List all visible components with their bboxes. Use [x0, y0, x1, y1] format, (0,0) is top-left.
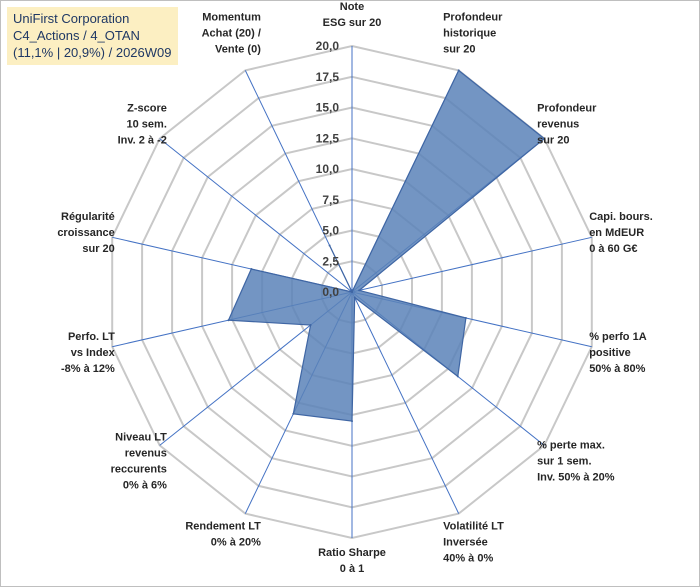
tick-label-6: 15,0 — [316, 101, 340, 115]
axis-labels: Note ESG sur 20 Profondeur historique sur 20… — [57, 1, 652, 575]
data-point-13 — [328, 244, 331, 247]
company-name: UniFirst Corporation — [13, 11, 130, 26]
data-point-12 — [351, 291, 353, 293]
axis-label-4: % perfo 1A positive 50% à 80% — [589, 331, 647, 375]
data-point-6 — [353, 296, 356, 299]
axis-label-6: Volatilité LT Inversée 40% à 0% — [443, 520, 504, 564]
tick-label-2: 5,0 — [322, 224, 339, 238]
data-point-9 — [309, 324, 312, 326]
axis-label-2: Profondeur revenus sur 20 — [537, 103, 597, 147]
chart-title-box: UniFirst Corporation C4_Actions / 4_OTAN… — [7, 7, 178, 65]
tick-label-4: 10,0 — [316, 162, 340, 176]
data-point-10 — [227, 319, 230, 322]
tick-label-5: 12,5 — [316, 131, 340, 145]
axis-label-12: Z-score 10 sem. Inv. 2 à -2 — [118, 103, 167, 147]
axis-label-10: Perfo. LT vs Index -8% à 12% — [61, 331, 116, 375]
axis-label-1: Profondeur historique sur 20 — [443, 12, 503, 56]
radial-tick-labels: 0,0 2,5 5,0 7,5 10,0 12,5 15,0 17,5 20,0 — [316, 39, 340, 299]
tick-label-8: 20,0 — [316, 39, 340, 53]
tick-label-3: 7,5 — [322, 193, 339, 207]
axis-label-11: Régularité croissance sur 20 — [57, 211, 114, 255]
axis-spoke-6 — [351, 291, 460, 514]
data-point-4 — [464, 317, 467, 319]
axis-label-9: Niveau LT revenus reccurents 0% à 6% — [111, 431, 168, 491]
axis-label-7: Ratio Sharpe 0 à 1 — [318, 547, 386, 575]
tick-label-1: 2,5 — [322, 254, 339, 268]
axis-label-3: Capi. bours. en MdEUR 0 à 60 G€ — [589, 211, 653, 255]
axis-label-8: Rendement LT 0% à 20% — [185, 520, 261, 548]
data-point-5 — [456, 375, 459, 378]
axis-spoke-12 — [159, 138, 353, 293]
performance-stats: (11,1% | 20,9%) / 2026W09 — [13, 45, 172, 60]
axis-spoke-3 — [351, 236, 592, 293]
data-point-3 — [358, 289, 361, 292]
tick-label-0: 0,0 — [322, 285, 339, 299]
portfolio-path: C4_Actions / 4_OTAN — [13, 28, 140, 43]
axis-label-0: Note ESG sur 20 — [323, 1, 382, 29]
axis-label-13: Momentum Achat (20) / Vente (0) — [202, 12, 262, 56]
data-point-7 — [351, 420, 353, 423]
data-point-1 — [457, 69, 460, 72]
radar-series — [227, 69, 546, 423]
data-point-8 — [292, 412, 295, 415]
tick-label-7: 17,5 — [316, 70, 340, 84]
axis-label-5: % perte max. sur 1 sem. Inv. 50% à 20% — [537, 439, 615, 483]
data-point-11 — [250, 268, 253, 270]
data-point-2 — [543, 137, 546, 140]
